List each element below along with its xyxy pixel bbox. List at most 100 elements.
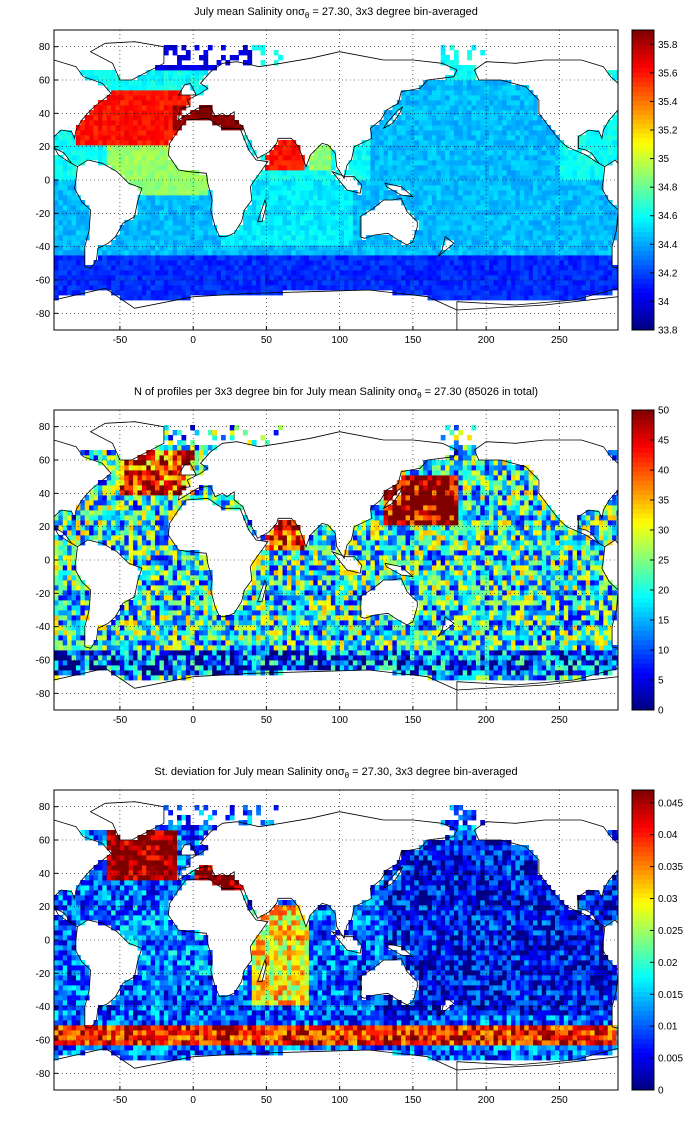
data-bin xyxy=(379,250,385,256)
data-bin xyxy=(484,265,490,271)
data-bin xyxy=(273,275,279,281)
data-bin xyxy=(357,205,363,211)
data-bin xyxy=(71,615,77,621)
data-bin xyxy=(423,210,428,216)
data-bin xyxy=(106,145,112,151)
data-bin xyxy=(124,500,130,506)
data-bin xyxy=(449,265,455,271)
data-bin xyxy=(440,260,446,266)
data-bin xyxy=(128,85,134,91)
data-bin xyxy=(177,180,182,186)
data-bin xyxy=(278,160,283,166)
data-bin xyxy=(102,630,108,636)
data-bin xyxy=(168,125,174,131)
data-bin xyxy=(563,150,569,156)
data-bin xyxy=(607,250,613,256)
data-bin xyxy=(141,250,147,256)
data-bin xyxy=(203,115,209,121)
data-bin xyxy=(256,285,261,291)
data-bin xyxy=(106,70,112,76)
data-bin xyxy=(115,145,121,151)
data-bin xyxy=(506,220,512,226)
data-bin xyxy=(80,665,86,671)
data-bin xyxy=(102,515,108,521)
data-bin xyxy=(168,230,174,236)
data-bin xyxy=(67,525,72,531)
data-bin xyxy=(449,60,455,66)
data-bin xyxy=(515,155,521,161)
data-bin xyxy=(177,80,182,86)
data-bin xyxy=(598,280,604,286)
data-bin xyxy=(71,620,77,626)
data-bin xyxy=(194,245,200,251)
data-bin xyxy=(550,210,556,216)
data-bin xyxy=(344,240,349,246)
data-bin xyxy=(418,175,424,181)
data-bin xyxy=(264,210,270,216)
data-bin xyxy=(62,165,68,171)
data-bin xyxy=(607,265,613,271)
data-bin xyxy=(163,135,169,141)
data-bin xyxy=(383,250,389,256)
data-bin xyxy=(80,150,86,156)
data-bin xyxy=(326,275,332,281)
data-bin xyxy=(462,165,468,171)
data-bin xyxy=(392,155,398,161)
data-bin xyxy=(115,495,121,501)
data-bin xyxy=(427,235,433,241)
data-bin xyxy=(155,85,160,91)
data-bin xyxy=(58,635,64,641)
data-bin xyxy=(264,260,270,266)
data-bin xyxy=(568,260,573,266)
data-bin xyxy=(119,490,125,496)
data-bin xyxy=(537,155,543,161)
data-bin xyxy=(106,655,112,661)
data-bin xyxy=(361,285,367,291)
data-bin xyxy=(133,295,138,301)
data-bin xyxy=(194,210,200,216)
data-bin xyxy=(475,245,481,251)
data-bin xyxy=(137,80,143,86)
data-bin xyxy=(67,580,72,586)
data-bin xyxy=(295,250,301,256)
data-bin xyxy=(533,205,538,211)
data-bin xyxy=(313,165,319,171)
data-bin xyxy=(506,245,512,251)
data-bin xyxy=(128,670,134,676)
data-bin xyxy=(502,220,508,226)
data-bin xyxy=(449,45,455,51)
data-bin xyxy=(256,210,261,216)
data-bin xyxy=(80,530,86,536)
data-bin xyxy=(405,145,411,151)
data-bin xyxy=(471,70,477,76)
data-bin xyxy=(199,235,204,241)
data-bin xyxy=(93,535,99,541)
data-bin xyxy=(598,215,604,221)
data-bin xyxy=(467,125,472,131)
data-bin xyxy=(506,250,512,256)
data-bin xyxy=(396,170,402,176)
data-bin xyxy=(431,240,437,246)
colorbar-segment xyxy=(632,217,654,223)
data-bin xyxy=(295,260,301,266)
data-bin xyxy=(251,275,257,281)
data-bin xyxy=(264,250,270,256)
data-bin xyxy=(128,630,134,636)
data-bin xyxy=(212,230,217,236)
data-bin xyxy=(137,140,143,146)
data-bin xyxy=(445,200,450,206)
data-bin xyxy=(515,85,521,91)
data-bin xyxy=(392,280,398,286)
data-bin xyxy=(133,610,138,616)
data-bin xyxy=(185,70,191,76)
data-bin xyxy=(379,275,385,281)
data-bin xyxy=(242,50,248,56)
data-bin xyxy=(489,110,494,116)
data-bin xyxy=(124,225,130,231)
data-bin xyxy=(330,270,336,276)
data-bin xyxy=(54,245,59,251)
data-bin xyxy=(119,470,125,476)
data-bin xyxy=(133,140,138,146)
data-bin xyxy=(102,520,108,526)
data-bin xyxy=(379,285,385,291)
